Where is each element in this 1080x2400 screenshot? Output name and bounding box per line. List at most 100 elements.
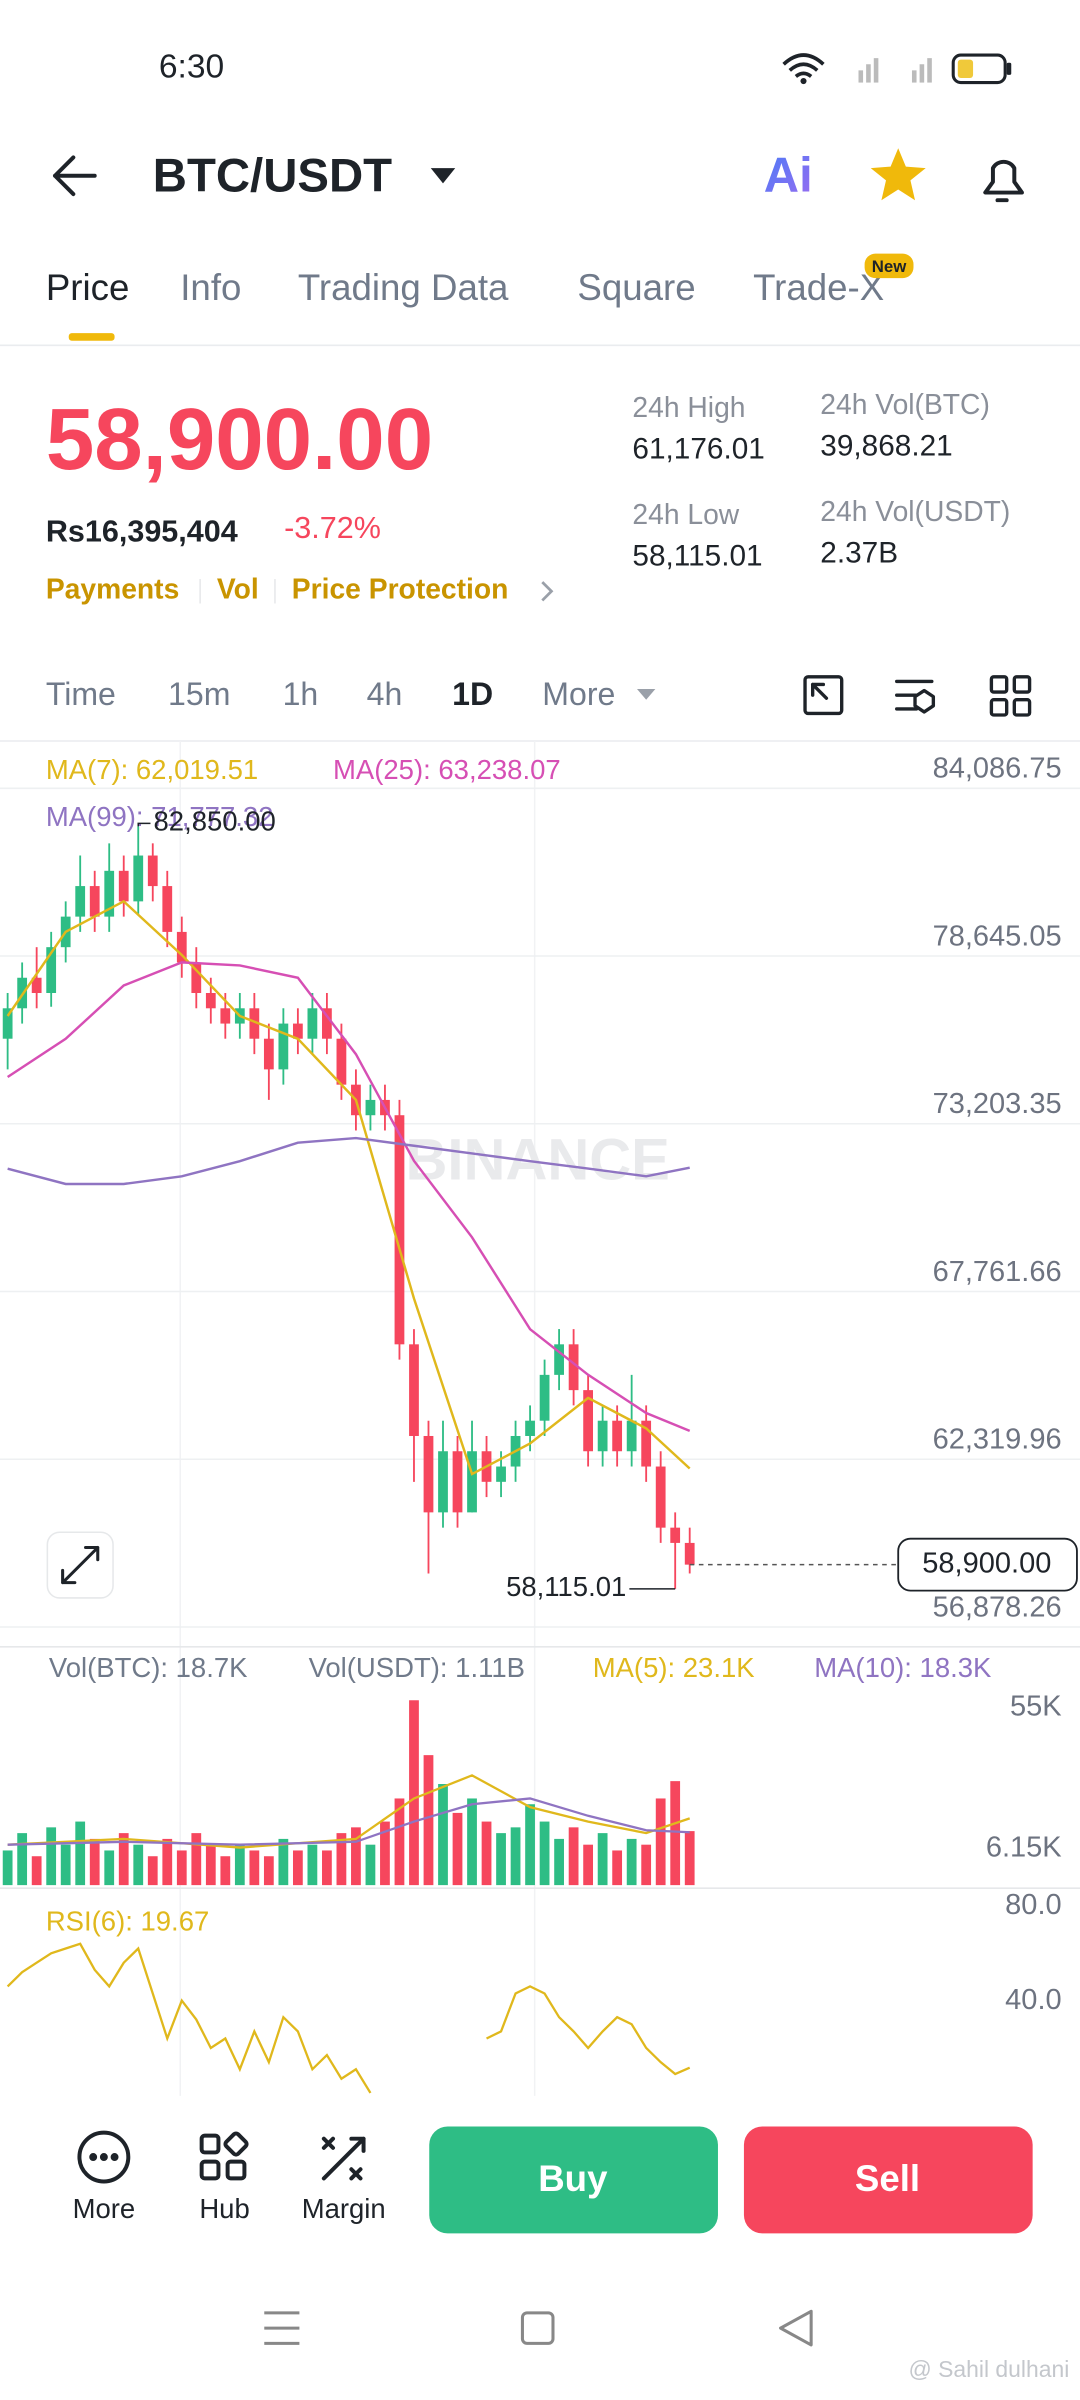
candle-body [322,1008,332,1039]
candle-body [278,1023,289,1070]
candle-body [220,1008,231,1024]
volume-bar [205,1844,216,1886]
fiat-price: Rs16,395,404 [46,514,238,548]
alert-bell[interactable] [983,159,1024,203]
candle-body [205,993,216,1009]
stat-label: 24h High [632,391,745,423]
last-price-label: 58,900.00 [922,1547,1051,1579]
timeframe[interactable]: 15m [168,676,230,712]
new-badge: New [872,257,907,276]
action-label[interactable]: More [73,2193,136,2224]
favorite-star[interactable] [870,148,926,201]
new-badge-bg [864,253,914,279]
link[interactable]: Vol [217,573,259,605]
timeframe[interactable]: 1D [452,676,493,712]
more-icon[interactable] [77,2130,131,2184]
rsi-line [6,1942,691,2094]
timeframe[interactable]: 4h [367,676,403,712]
candle-body [568,1344,579,1391]
action-label[interactable]: Margin [302,2193,386,2224]
candle-body [75,886,86,917]
tab-indicator [68,333,115,341]
candle-body [684,1542,695,1565]
candle-body [31,977,42,994]
timeframe[interactable]: 1h [283,676,319,712]
volume-bar [89,1838,100,1886]
buy-button[interactable] [429,2126,718,2234]
chart-tools[interactable] [803,675,1032,717]
back-button[interactable] [53,155,97,197]
volume-bar [17,1833,28,1886]
volume-bar [496,1833,506,1886]
margin-icon[interactable] [321,2136,366,2181]
y-tick-label: 62,319.96 [933,1424,1062,1456]
candle-body [452,1451,463,1513]
link[interactable]: Payments [46,573,179,605]
ma-line [7,1136,690,1186]
y-tick-label: 67,761.66 [933,1256,1062,1288]
rsi-legend: RSI(6): 19.67 [46,1906,209,1937]
volume-bar [481,1821,492,1886]
volume-ma-line [7,1797,690,1846]
nav-menu[interactable] [264,2311,300,2345]
pair-dropdown[interactable] [430,168,456,184]
candle-body [554,1344,564,1375]
y-tick-label: 56,878.26 [933,1591,1062,1623]
y-tick-label: 6.15K [986,1832,1062,1864]
candle-body [641,1420,652,1467]
timeframe[interactable]: More [542,676,615,712]
pair-title[interactable]: BTC/USDT [153,149,392,202]
tab[interactable]: Trade-X [753,267,884,308]
candle-body [409,1344,419,1436]
link[interactable]: Price Protection [292,573,509,605]
fullscreen-button[interactable] [46,1531,114,1599]
action-label[interactable]: Hub [199,2193,249,2224]
volume-bar [641,1844,652,1886]
rsi-panel [6,1942,691,2094]
candle-body [655,1466,666,1528]
candle-body [2,1008,13,1039]
volume-bar [612,1850,623,1886]
candle-body [162,886,173,932]
volume-bar [278,1838,289,1886]
candle-body [626,1420,637,1452]
volume-bar [684,1831,695,1886]
nav-back[interactable] [779,2309,813,2347]
max-marker [137,822,151,827]
volume-legend: Vol(BTC): 18.7K [49,1652,248,1683]
ai-button[interactable]: Ai [764,149,813,203]
volume-bar [176,1850,187,1886]
stat-label: 24h Vol(BTC) [820,388,990,420]
hub-icon[interactable] [199,2131,249,2181]
volume-bar [133,1844,144,1886]
sell-label[interactable]: Sell [855,2158,920,2199]
tab[interactable]: Square [577,267,695,308]
volume-bar [351,1827,361,1886]
sell-button[interactable] [743,2126,1033,2234]
volume-bar [118,1833,129,1886]
volume-bar [554,1838,564,1886]
ma-line [6,961,691,1433]
stat-value: 39,868.21 [820,430,952,463]
candle-body [583,1390,594,1452]
volume-bar [409,1700,419,1886]
volume-bar [539,1821,550,1886]
tab[interactable]: Trading Data [298,267,509,308]
volume-bar [147,1856,158,1886]
volume-bar [365,1844,376,1886]
timeframe[interactable]: Time [46,676,116,712]
volume-bar [597,1833,608,1886]
volume-bar [655,1798,666,1886]
volume-bar [31,1856,42,1886]
candle-body [539,1374,550,1421]
tab[interactable]: Info [180,267,241,308]
volume-bar [292,1850,303,1886]
nav-home[interactable] [520,2311,555,2345]
ma-legend: MA(25): 63,238.07 [333,754,561,785]
tab[interactable]: Price [46,267,130,308]
y-tick-label: 84,086.75 [933,753,1062,785]
buy-label[interactable]: Buy [538,2158,608,2199]
volume-bar [46,1827,57,1886]
ma-legend: MA(99): 71,777.32 [46,801,274,832]
candle-body [307,1008,318,1039]
